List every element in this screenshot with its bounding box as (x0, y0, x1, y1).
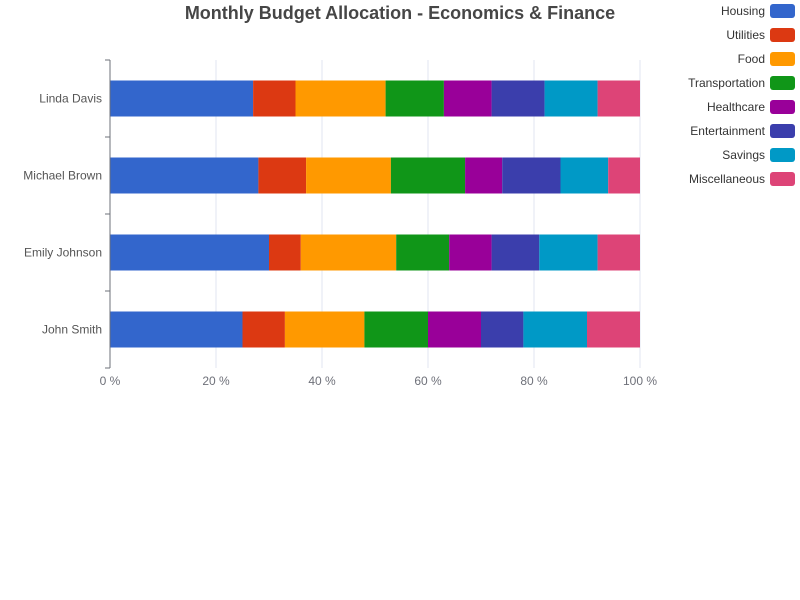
bar-segment (502, 157, 561, 194)
bar-segment (364, 311, 428, 348)
bar-segment (428, 311, 481, 348)
legend: Housing Utilities Food Transportation Health… (688, 4, 795, 186)
bar-segment (242, 311, 285, 348)
x-tick-label: 0 % (100, 374, 121, 388)
bar-segment (587, 311, 640, 348)
x-tick-label: 20 % (202, 374, 230, 388)
y-category-label: Emily Johnson (24, 246, 102, 260)
bar-segment (390, 157, 466, 194)
bar-segment (465, 157, 503, 194)
bar-segment (443, 80, 492, 117)
bar-segment (110, 157, 259, 194)
legend-swatch (770, 4, 795, 18)
bar-segment (608, 157, 640, 194)
y-category-label: John Smith (42, 323, 102, 337)
bar-segment (544, 80, 598, 117)
y-category-label: Linda Davis (39, 92, 102, 106)
bar-segment (491, 234, 540, 271)
x-tick-label: 80 % (520, 374, 548, 388)
x-tick-label: 60 % (414, 374, 442, 388)
axes: 0 % 20 % 40 % 60 % 80 % 100 % John Smith Emily … (23, 59, 657, 388)
bar-segment (560, 157, 609, 194)
legend-label: Savings (722, 148, 765, 162)
bar-segment (110, 234, 269, 271)
bar-segment (258, 157, 307, 194)
legend-swatch (770, 172, 795, 186)
bar-segment (523, 311, 587, 348)
legend-swatch (770, 100, 795, 114)
bars (110, 80, 640, 348)
bar-segment (539, 234, 598, 271)
legend-swatch (770, 52, 795, 66)
y-category-label: Michael Brown (23, 169, 102, 183)
bar-segment (385, 80, 444, 117)
x-tick-label: 40 % (308, 374, 336, 388)
bar-segment (306, 157, 391, 194)
legend-label: Miscellaneous (689, 172, 765, 186)
bar-segment (300, 234, 397, 271)
bar-segment (110, 80, 254, 117)
legend-label: Utilities (726, 28, 765, 42)
bar-segment (295, 80, 386, 117)
bar-segment (449, 234, 492, 271)
bar-segment (284, 311, 365, 348)
legend-label: Food (738, 52, 765, 66)
bar-segment (597, 80, 640, 117)
bar-segment (269, 234, 301, 271)
bar-segment (491, 80, 545, 117)
bar-segment (597, 234, 640, 271)
x-tick-label: 100 % (623, 374, 657, 388)
legend-label: Entertainment (690, 124, 765, 138)
bar-segment (396, 234, 450, 271)
legend-label: Housing (721, 4, 765, 18)
legend-swatch (770, 124, 795, 138)
bar-segment (481, 311, 524, 348)
legend-label: Healthcare (707, 100, 765, 114)
chart-title: Monthly Budget Allocation - Economics & … (185, 3, 615, 23)
bar-segment (110, 311, 243, 348)
legend-swatch (770, 148, 795, 162)
legend-swatch (770, 76, 795, 90)
legend-swatch (770, 28, 795, 42)
legend-label: Transportation (688, 76, 765, 90)
bar-segment (253, 80, 296, 117)
